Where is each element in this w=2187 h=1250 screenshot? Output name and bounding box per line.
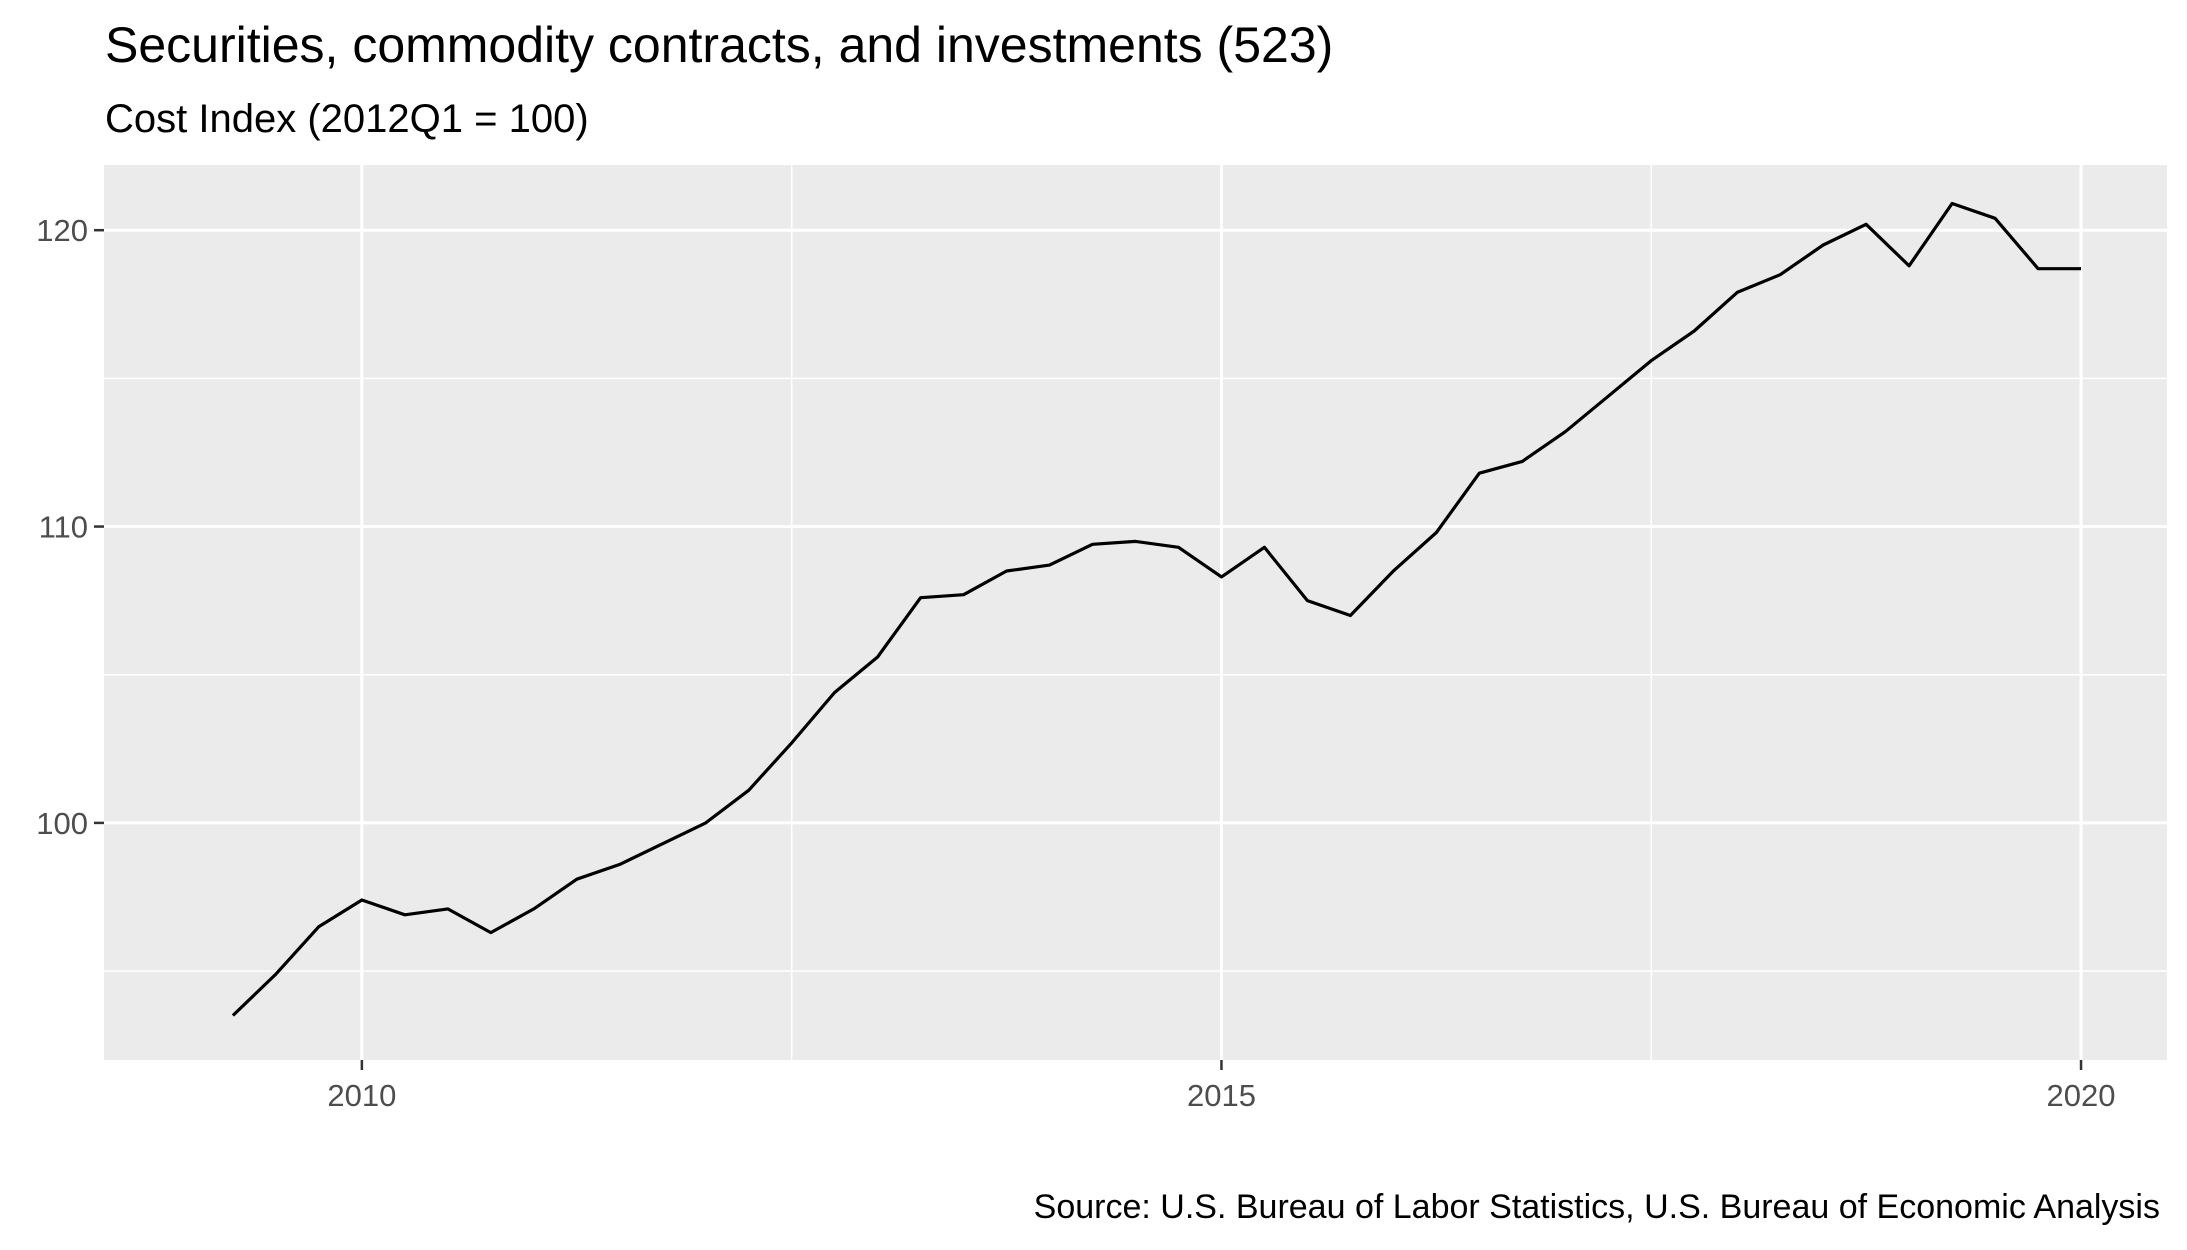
series-layer	[231, 201, 2081, 1017]
major-x-gridlines	[360, 165, 2083, 1060]
chart-title: Securities, commodity contracts, and inv…	[105, 17, 1333, 73]
x-tick-label: 2010	[327, 1078, 396, 1113]
major-y-gridlines	[104, 228, 2167, 825]
source-caption: Source: U.S. Bureau of Labor Statistics,…	[1034, 1188, 2160, 1226]
y-axis-ticks: 100 110 120	[36, 213, 104, 841]
x-tick-label: 2015	[1187, 1078, 1256, 1113]
y-tick-label: 100	[36, 806, 88, 841]
x-tick-label: 2020	[2047, 1078, 2116, 1113]
y-tick-label: 110	[39, 510, 88, 545]
series-line	[231, 201, 2081, 1017]
minor-x-gridlines	[790, 165, 1652, 1060]
chart-subtitle: Cost Index (2012Q1 = 100)	[105, 97, 589, 141]
minor-y-gridlines	[104, 377, 2167, 972]
plot-panel	[104, 165, 2167, 1060]
y-tick-label: 120	[36, 213, 88, 248]
x-axis-ticks: 2010 2015 2020	[327, 1060, 2116, 1113]
